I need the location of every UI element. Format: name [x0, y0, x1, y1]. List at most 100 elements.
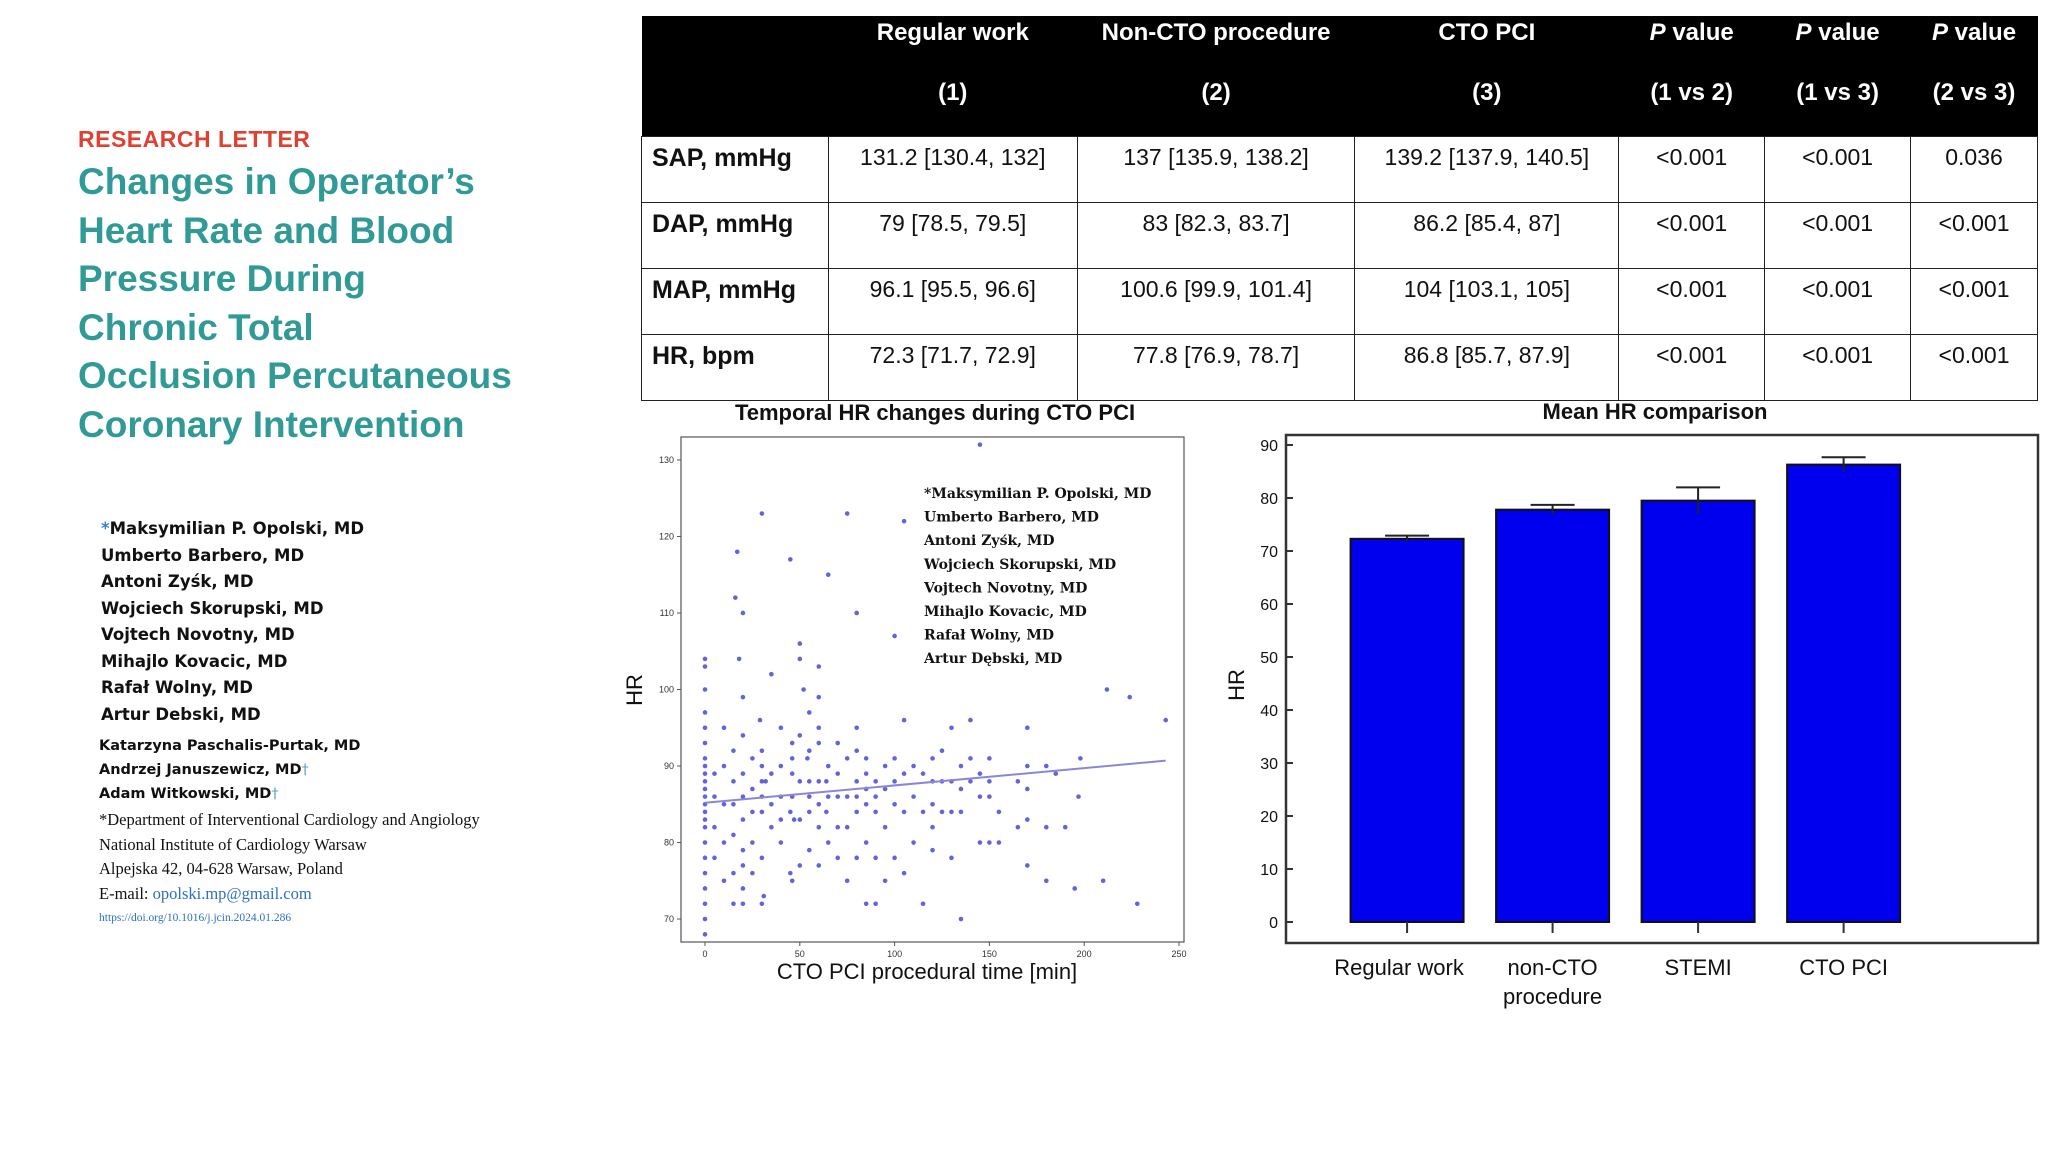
scatter-point [791, 817, 797, 822]
scatter-point [740, 847, 746, 853]
scatter-point [854, 809, 859, 815]
scatter-point [702, 932, 708, 937]
scatter-point [863, 756, 869, 761]
scatter-point [1127, 694, 1133, 700]
affiliation-line: *Department of Interventional Cardiology… [99, 810, 480, 829]
email-link[interactable]: opolski.mp@gmail.com [152, 883, 312, 903]
scatter-point [1104, 687, 1110, 692]
scatter-chart: Temporal HR changes during CTO PCI 70 80 9… [622, 400, 1187, 984]
author-name: Antoni Zyśk, MD [101, 572, 254, 591]
scatter-point [702, 786, 708, 792]
scatter-point [702, 779, 708, 784]
scatter-point [712, 794, 717, 799]
table-cell: <0.001 [1618, 136, 1766, 203]
scatter-point [1076, 794, 1081, 799]
scatter-point [977, 442, 983, 447]
y-tick-label: 30 [1260, 756, 1278, 773]
scatter-point [892, 756, 897, 761]
scatter-point [873, 809, 878, 815]
author-name: Katarzyna Paschalis-Purtak, MD [99, 738, 361, 754]
x-tick-label: non-CTO [1508, 955, 1598, 980]
scatter-point [835, 740, 841, 746]
scatter-point [854, 725, 859, 731]
scatter-point [759, 809, 765, 815]
row-header: SAP, mmHg [641, 136, 829, 203]
scatter-point [844, 824, 850, 830]
author-name: Rafał Wolny, MD [101, 678, 253, 697]
scatter-point [1025, 863, 1030, 868]
header-cell: P value (1 vs 3) [1764, 16, 1911, 137]
x-tick-label: 200 [1077, 949, 1092, 959]
scatter-point [789, 740, 795, 746]
legend-entry: Artur Dębski, MD [923, 651, 1062, 667]
scatter-chart-container: Temporal HR changes during CTO PCI 70 80 9… [620, 390, 1190, 1005]
scatter-point [816, 694, 822, 700]
scatter-point [759, 901, 765, 907]
scatter-point [901, 809, 907, 815]
table-cell: 131.2 [130.4, 132] [827, 136, 1078, 203]
x-tick-label: 50 [795, 949, 805, 959]
scatter-point [816, 824, 822, 830]
author-list: *Maksymilian P. Opolski, MD Umberto Barb… [101, 516, 364, 728]
bar-y-ticks: 0 10 20 30 40 50 60 70 80 90 [1260, 438, 1293, 932]
scatter-point [759, 511, 765, 516]
scatter-point [750, 809, 755, 815]
scatter-point [778, 840, 784, 845]
scatter-point [1100, 878, 1106, 884]
header-cell: CTO PCI (3) [1354, 16, 1619, 137]
author-name: *Maksymilian P. Opolski, MD [101, 519, 365, 538]
scatter-point [788, 809, 793, 815]
dagger-mark: † [301, 762, 309, 778]
scatter-point [740, 694, 746, 700]
scatter-point [901, 717, 907, 723]
scatter-point [882, 786, 888, 792]
bar-title: Mean HR comparison [1543, 399, 1768, 424]
scatter-point [797, 656, 803, 662]
scatter-point [806, 748, 812, 754]
scatter-point [759, 748, 765, 754]
x-tick-label: 150 [982, 949, 997, 959]
y-tick-label: 40 [1260, 703, 1278, 720]
scatter-point [702, 740, 708, 746]
scatter-point [873, 794, 878, 799]
affiliation-line: Alpejska 42, 04-628 Warsaw, Poland [99, 859, 343, 878]
y-tick-label: 110 [660, 608, 674, 618]
table-cell: <0.001 [1764, 334, 1912, 401]
x-tick-label: 250 [1171, 949, 1186, 959]
table-cell: 77.8 [76.9, 78.7] [1076, 334, 1356, 401]
scatter-point [863, 901, 869, 907]
scatter-point [825, 763, 831, 769]
scatter-point [721, 878, 727, 884]
table-cell: 0.036 [1910, 136, 2038, 203]
scatter-legend: *Maksymilian P. Opolski, MD Umberto Barbe… [923, 486, 1151, 667]
scatter-point [721, 763, 727, 769]
scatter-point [1053, 771, 1059, 776]
scatter-point [987, 756, 992, 761]
scatter-point [949, 855, 954, 861]
legend-entry: Antoni Zyśk, MD [923, 533, 1055, 549]
affiliation: *Department of Interventional Cardiology… [99, 808, 480, 931]
scatter-point [854, 779, 859, 784]
scatter-point [968, 756, 973, 761]
scatter-point [1025, 786, 1030, 792]
legend-entry: Vojtech Novotny, MD [923, 580, 1087, 596]
table-cell: 86.2 [85.4, 87] [1354, 202, 1620, 269]
bar-chart-container: Mean HR comparison 0 10 20 30 40 50 60 70 80 90 R… [1200, 390, 2045, 1035]
header-cell: P value (1 vs 2) [1618, 16, 1765, 137]
doi-link[interactable]: https://doi.org/10.1016/j.jcin.2024.01.2… [99, 912, 292, 924]
table-cell: 104 [103.1, 105] [1354, 268, 1620, 335]
table-cell: <0.001 [1764, 202, 1912, 269]
scatter-point [702, 809, 708, 815]
x-tick-label: Regular work [1334, 955, 1465, 980]
scatter-point [949, 725, 954, 731]
scatter-point [854, 855, 859, 861]
x-tick-label: 0 [702, 949, 707, 959]
scatter-point [1062, 824, 1068, 830]
scatter-plot-frame [680, 436, 1185, 943]
scatter-point [769, 824, 774, 830]
scatter-point [702, 771, 708, 776]
scatter-point [977, 840, 983, 845]
scatter-point [740, 610, 746, 616]
scatter-point [1078, 756, 1083, 761]
legend-entry: Wojciech Skorupski, MD [923, 557, 1116, 573]
